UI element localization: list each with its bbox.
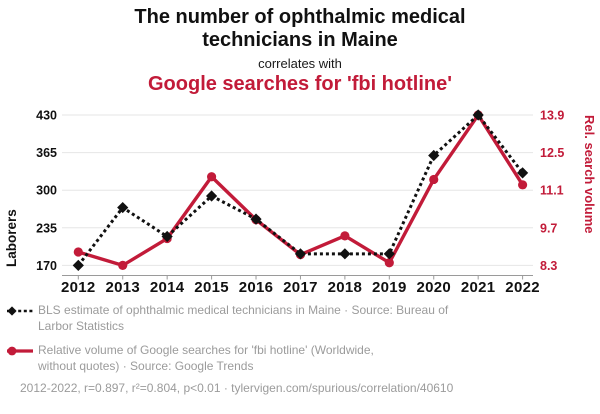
x-axis-tick: 2014 xyxy=(150,279,185,296)
data-point-diamond xyxy=(117,201,129,214)
data-point-diamond xyxy=(517,167,529,179)
data-point-circle xyxy=(429,174,439,185)
data-point-diamond xyxy=(250,213,262,225)
x-axis-tick: 2013 xyxy=(105,279,140,296)
x-axis-tick: 2012 xyxy=(61,279,96,296)
x-axis-tick: 2015 xyxy=(194,279,229,296)
x-axis-tick: 2021 xyxy=(461,279,496,296)
black-diamond-dashed-icon xyxy=(7,306,33,316)
left-axis-title: Laborers xyxy=(4,209,19,267)
data-point-diamond xyxy=(339,248,351,260)
legend: BLS estimate of ophthalmic medical techn… xyxy=(4,303,564,383)
data-point-diamond xyxy=(383,248,395,260)
right-axis-tick: 8.3 xyxy=(540,259,557,273)
x-axis-tick: 2019 xyxy=(372,279,407,296)
data-point-circle xyxy=(73,247,83,257)
right-axis-tick: 9.7 xyxy=(540,221,557,235)
legend-label: BLS estimate of ophthalmic medical techn… xyxy=(38,303,449,333)
data-point-circle xyxy=(384,258,394,268)
legend-item-searches: Relative volume of Google searches for '… xyxy=(4,343,564,374)
x-axis-tick: 2017 xyxy=(283,279,318,296)
x-axis-tick: 2022 xyxy=(505,279,540,296)
data-point-diamond xyxy=(472,109,484,121)
chart-title: The number of ophthalmic medical technic… xyxy=(134,6,466,51)
x-axis-tick: 2020 xyxy=(416,279,451,296)
data-point-diamond xyxy=(72,259,84,271)
series-line-dashed xyxy=(77,113,524,267)
left-axis-tick: 300 xyxy=(36,184,57,198)
right-axis-tick: 11.1 xyxy=(540,184,564,198)
data-point-circle xyxy=(340,231,350,241)
data-point-circle xyxy=(518,180,528,190)
legend-label: Relative volume of Google searches for '… xyxy=(38,343,374,373)
left-axis-tick: 365 xyxy=(36,146,57,160)
data-point-diamond xyxy=(205,190,218,202)
plot-area: 430 365 300 235 170 13.9 12.5 11.1 9.7 8.3 2012 201… xyxy=(36,109,564,297)
left-axis-tick: 430 xyxy=(36,109,57,123)
data-point-diamond xyxy=(294,248,307,260)
chart-subtitle: Google searches for 'fbi hotline' xyxy=(147,73,452,95)
x-axis-tick: 2018 xyxy=(328,279,363,296)
data-point-circle xyxy=(206,172,217,182)
data-point-diamond xyxy=(428,149,440,162)
data-point-circle xyxy=(118,260,128,270)
left-axis-tick: 235 xyxy=(36,221,57,235)
x-axis-tick: 2016 xyxy=(239,279,274,296)
left-axis-tick: 170 xyxy=(36,259,57,273)
legend-item-technicians: BLS estimate of ophthalmic medical techn… xyxy=(4,303,564,334)
footer-stats: 2012-2022, r=0.897, r²=0.804, p<0.01 · t… xyxy=(20,381,454,395)
data-point-diamond xyxy=(161,230,173,243)
red-circle-solid-icon xyxy=(7,346,33,356)
right-axis-tick: 12.5 xyxy=(540,146,564,160)
correlates-with-text: correlates with xyxy=(258,56,342,71)
right-axis-title: Rel. search volume xyxy=(582,115,597,234)
right-axis-tick: 13.9 xyxy=(540,109,564,123)
